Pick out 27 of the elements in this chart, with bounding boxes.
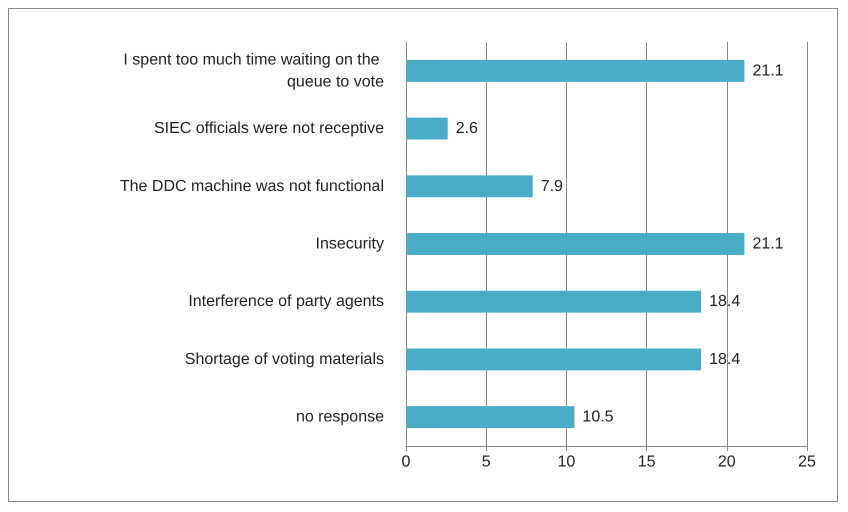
x-tick-label: 15 [638,454,656,470]
data-label: 18.4 [709,293,740,310]
x-tick-label: 20 [718,454,736,470]
data-label: 21.1 [752,236,784,252]
bar [406,348,702,370]
y-tick-label: Shortage of voting materials [184,350,384,368]
data-label: 21.1 [752,62,784,80]
bar [406,60,744,82]
data-label: 18.4 [709,350,740,368]
bar [406,118,448,140]
y-tick-label: I spent too much time waiting on the queue to vote [123,51,384,90]
x-tick-label: 5 [482,454,491,470]
x-tick-label: 0 [402,454,411,470]
x-tick-label: 25 [798,454,816,470]
y-tick-label: Interference of party agents [188,293,384,310]
data-label: 2.6 [456,120,478,138]
data-label: 7.9 [540,178,564,195]
bar [406,290,702,313]
y-tick-label: Insecurity [316,236,384,252]
bar [406,233,744,255]
y-tick-label: The DDC machine was not functional [120,178,384,195]
y-tick-label: SIEC officials were not receptive [154,120,384,138]
x-tick-label: 10 [558,454,576,470]
y-tick-label: no response [296,408,384,426]
bar [406,175,533,198]
bar [406,406,574,428]
data-label: 10.5 [582,408,614,426]
